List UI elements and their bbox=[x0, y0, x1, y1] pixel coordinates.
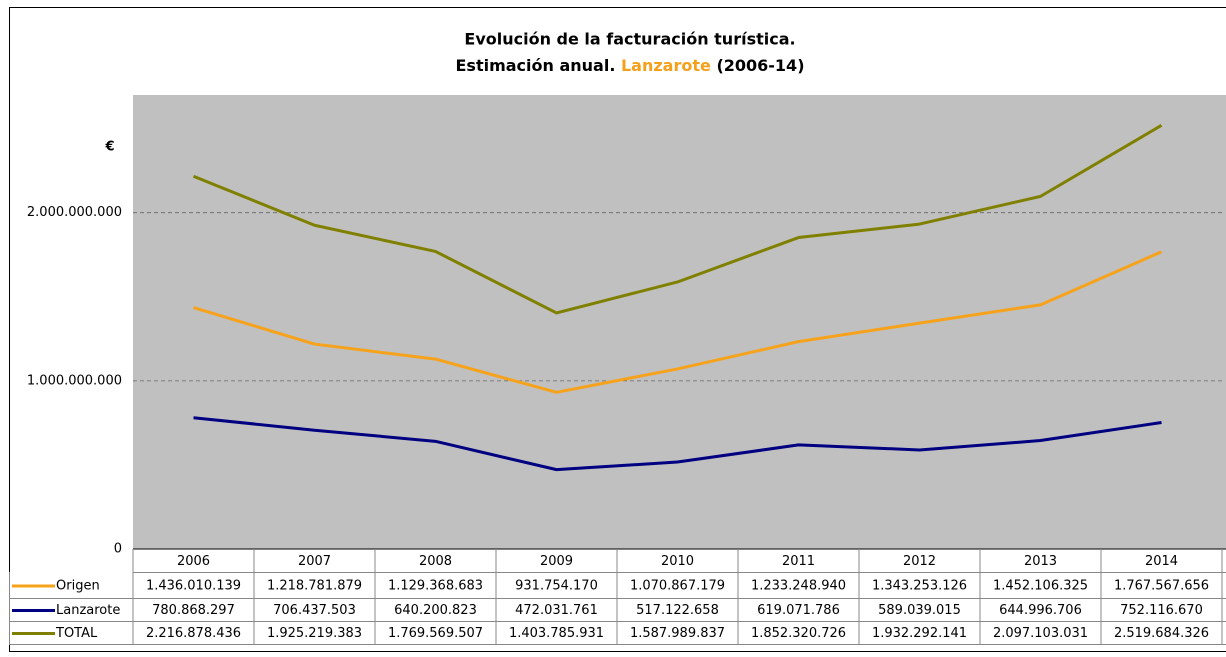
table-value: 517.122.658 bbox=[636, 603, 719, 618]
table-value: 1.343.253.126 bbox=[872, 579, 967, 594]
legend-label: Lanzarote bbox=[56, 603, 120, 618]
table-value: 1.436.010.139 bbox=[146, 579, 241, 594]
table-value: 1.452.106.325 bbox=[993, 579, 1088, 594]
y-tick-label: 1.000.000.000 bbox=[27, 373, 122, 388]
table-value: 2.216.878.436 bbox=[146, 626, 241, 641]
legend-label: Origen bbox=[56, 579, 100, 594]
table-value: 1.852.320.726 bbox=[751, 626, 846, 641]
table-value: 644.996.706 bbox=[999, 603, 1082, 618]
series-line bbox=[192, 124, 1163, 315]
series-line bbox=[193, 416, 1162, 472]
series-line bbox=[193, 250, 1163, 394]
table-value: 1.070.867.179 bbox=[630, 579, 725, 594]
x-tick-label: 2012 bbox=[903, 554, 936, 569]
table-value: 780.868.297 bbox=[152, 603, 235, 618]
table-value: 1.129.368.683 bbox=[388, 579, 483, 594]
chart-title: Evolución de la facturación turística. bbox=[464, 30, 795, 49]
x-tick-label: 2007 bbox=[298, 554, 331, 569]
x-tick-label: 2008 bbox=[419, 554, 452, 569]
x-tick-label: 2013 bbox=[1024, 554, 1057, 569]
table-value: 1.218.781.879 bbox=[267, 579, 362, 594]
x-tick-label: 2011 bbox=[782, 554, 815, 569]
y-tick-label: 2.000.000.000 bbox=[27, 205, 122, 220]
y-tick-label: 0 bbox=[114, 542, 122, 557]
table-value: 640.200.823 bbox=[394, 603, 477, 618]
x-tick-label: 2014 bbox=[1145, 554, 1178, 569]
subtitle-period: (2006-14) bbox=[716, 56, 804, 75]
x-tick-label: 2009 bbox=[540, 554, 573, 569]
table-value: 2.097.103.031 bbox=[993, 626, 1088, 641]
table-value: 1.233.248.940 bbox=[751, 579, 846, 594]
table-value: 619.071.786 bbox=[757, 603, 840, 618]
table-value: 1.767.567.656 bbox=[1114, 579, 1209, 594]
subtitle-text: Estimación anual. bbox=[455, 56, 615, 75]
plot-area bbox=[133, 95, 1226, 549]
table-value: 752.116.670 bbox=[1120, 603, 1203, 618]
table-value: 1.932.292.141 bbox=[872, 626, 967, 641]
table-value: 1.769.569.507 bbox=[388, 626, 483, 641]
y-axis-label: € bbox=[104, 140, 114, 155]
legend-label: TOTAL bbox=[55, 626, 98, 641]
chart-subtitle: Estimación anual. Lanzarote (2006-14) bbox=[455, 56, 804, 75]
table-value: 1.925.219.383 bbox=[267, 626, 362, 641]
table-value: 2.519.684.326 bbox=[1114, 626, 1209, 641]
table-value: 931.754.170 bbox=[515, 579, 598, 594]
table-value: 472.031.761 bbox=[515, 603, 598, 618]
table-value: 1.403.785.931 bbox=[509, 626, 604, 641]
table-value: 589.039.015 bbox=[878, 603, 961, 618]
x-tick-label: 2010 bbox=[661, 554, 694, 569]
subtitle-highlight: Lanzarote bbox=[621, 56, 711, 75]
x-tick-label: 2006 bbox=[177, 554, 210, 569]
table-value: 706.437.503 bbox=[273, 603, 356, 618]
table-value: 1.587.989.837 bbox=[630, 626, 725, 641]
